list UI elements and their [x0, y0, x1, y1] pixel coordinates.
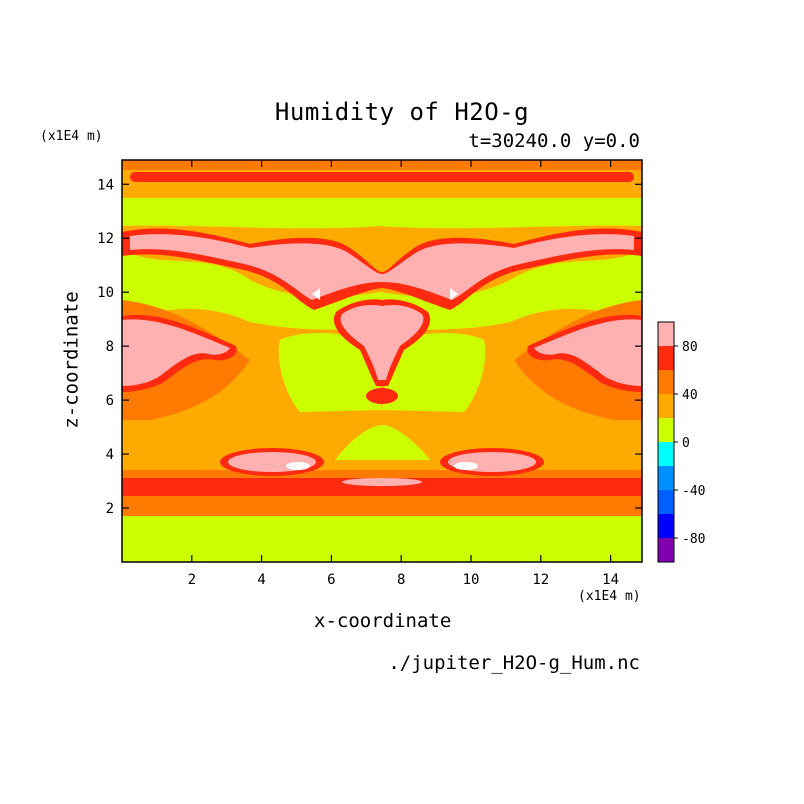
chart-title: Humidity of H2O-g	[274, 98, 530, 126]
colorbar-segment	[658, 442, 674, 466]
humidity-field	[122, 160, 642, 562]
y-tick-label: 4	[106, 447, 114, 463]
field-plume-right-pink	[534, 319, 642, 386]
x-tick-label: 10	[463, 572, 480, 588]
x-tick-label: 2	[188, 572, 196, 588]
y-tick-label: 6	[106, 393, 114, 409]
colorbar-segment	[658, 490, 674, 514]
field-lens-right-white	[454, 462, 478, 470]
colorbar-tick-label: 80	[682, 340, 698, 355]
x-tick-label: 6	[327, 572, 335, 588]
x-tick-label: 12	[532, 572, 549, 588]
colorbar-segment	[658, 346, 674, 370]
field-band-lower-red	[122, 478, 642, 496]
field-mark-right	[450, 288, 458, 300]
y-tick-label: 14	[97, 177, 114, 193]
field-plume-left-pink	[122, 319, 230, 386]
x-axis-unit: (x1E4 m)	[578, 589, 641, 604]
y-axis-ticks: 2 4 6 8 10 12 14	[97, 177, 642, 517]
field-band-top-red	[130, 172, 634, 182]
colorbar-segment	[658, 370, 674, 394]
colorbar-tick-label: -80	[682, 532, 705, 547]
field-band-bottom-green	[122, 516, 642, 562]
field-region-lower-green-dome	[335, 425, 430, 460]
colorbar-segment	[658, 322, 674, 346]
colorbar-tick-label: -40	[682, 484, 705, 499]
colorbar-segment	[658, 418, 674, 442]
field-region-upper-green	[122, 250, 642, 330]
field-column-pink	[340, 304, 424, 380]
field-mark-left	[312, 288, 320, 300]
colorbar: 80 40 0 -40 -80	[657, 321, 705, 563]
colorbar-segment	[658, 514, 674, 538]
y-tick-label: 10	[97, 285, 114, 301]
source-file-label: ./jupiter_H2O-g_Hum.nc	[388, 652, 640, 674]
chart-subtitle: t=30240.0 y=0.0	[468, 130, 640, 152]
colorbar-tick-label: 40	[682, 388, 698, 403]
colorbar-segment	[658, 394, 674, 418]
x-tick-label: 8	[397, 572, 405, 588]
field-arch-upper-pink	[130, 234, 634, 300]
plot-frame	[121, 159, 643, 563]
field-band-top-dark-orange	[122, 160, 642, 170]
x-axis-ticks: 2 4 6 8 10 12 14	[188, 160, 619, 588]
colorbar-tick-label: 0	[682, 436, 690, 451]
x-axis-label: x-coordinate	[314, 610, 452, 632]
x-tick-label: 4	[257, 572, 265, 588]
colorbar-segment	[658, 466, 674, 490]
colorbar-segment	[658, 538, 674, 562]
z-axis-unit: (x1E4 m)	[40, 129, 103, 144]
y-tick-label: 12	[97, 231, 114, 247]
field-region-center-right-green	[382, 333, 486, 412]
x-tick-label: 14	[602, 572, 619, 588]
field-spot-center	[366, 388, 398, 404]
field-lens-left-white	[286, 462, 310, 470]
field-region-center-left-green	[278, 333, 382, 412]
y-tick-label: 8	[106, 339, 114, 355]
y-tick-label: 2	[106, 501, 114, 517]
field-lens-center-pink	[342, 478, 422, 486]
